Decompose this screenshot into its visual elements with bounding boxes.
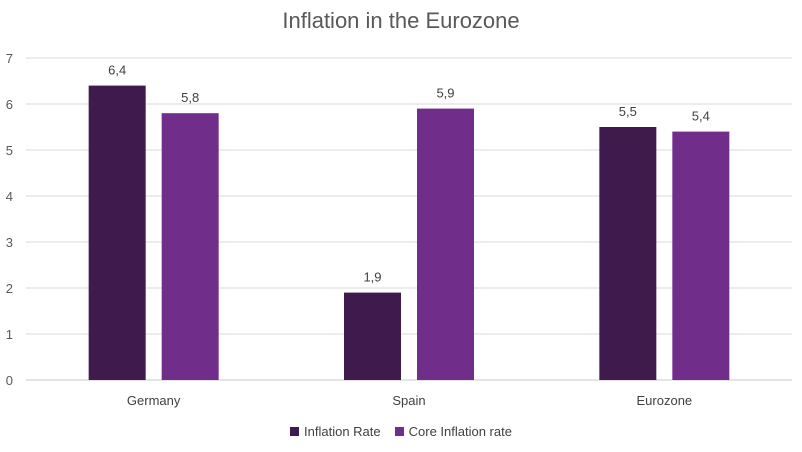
y-tick-label: 2 [6,281,13,296]
y-tick-label: 4 [6,189,13,204]
y-tick-label: 3 [6,235,13,250]
legend-item-inflation-rate: Inflation Rate [290,424,381,439]
data-label: 6,4 [108,63,126,78]
data-label: 1,9 [363,270,381,285]
y-tick-label: 7 [6,51,13,66]
bar [344,292,401,380]
bar [672,131,730,380]
y-tick-label: 5 [6,143,13,158]
bar [161,113,219,380]
y-tick-label: 6 [6,97,13,112]
chart-title: Inflation in the Eurozone [282,8,520,33]
legend-label-inflation-rate: Inflation Rate [304,424,381,439]
data-label: 5,4 [692,109,710,124]
x-tick-label: Eurozone [637,393,693,408]
bar [417,108,474,380]
data-label: 5,9 [436,86,454,101]
legend-swatch-inflation-rate [290,427,300,436]
x-tick-label: Spain [392,393,425,408]
data-label: 5,5 [619,104,637,119]
y-tick-label: 0 [6,373,13,388]
legend: Inflation Rate Core Inflation rate [0,424,802,439]
data-label: 5,8 [181,90,199,105]
legend-swatch-core-inflation-rate [394,427,404,436]
bar [88,85,146,380]
y-tick-label: 1 [6,327,13,342]
legend-item-core-inflation-rate: Core Inflation rate [394,424,512,439]
x-tick-label: Germany [127,393,181,408]
bar [599,127,657,380]
legend-label-core-inflation-rate: Core Inflation rate [408,424,512,439]
